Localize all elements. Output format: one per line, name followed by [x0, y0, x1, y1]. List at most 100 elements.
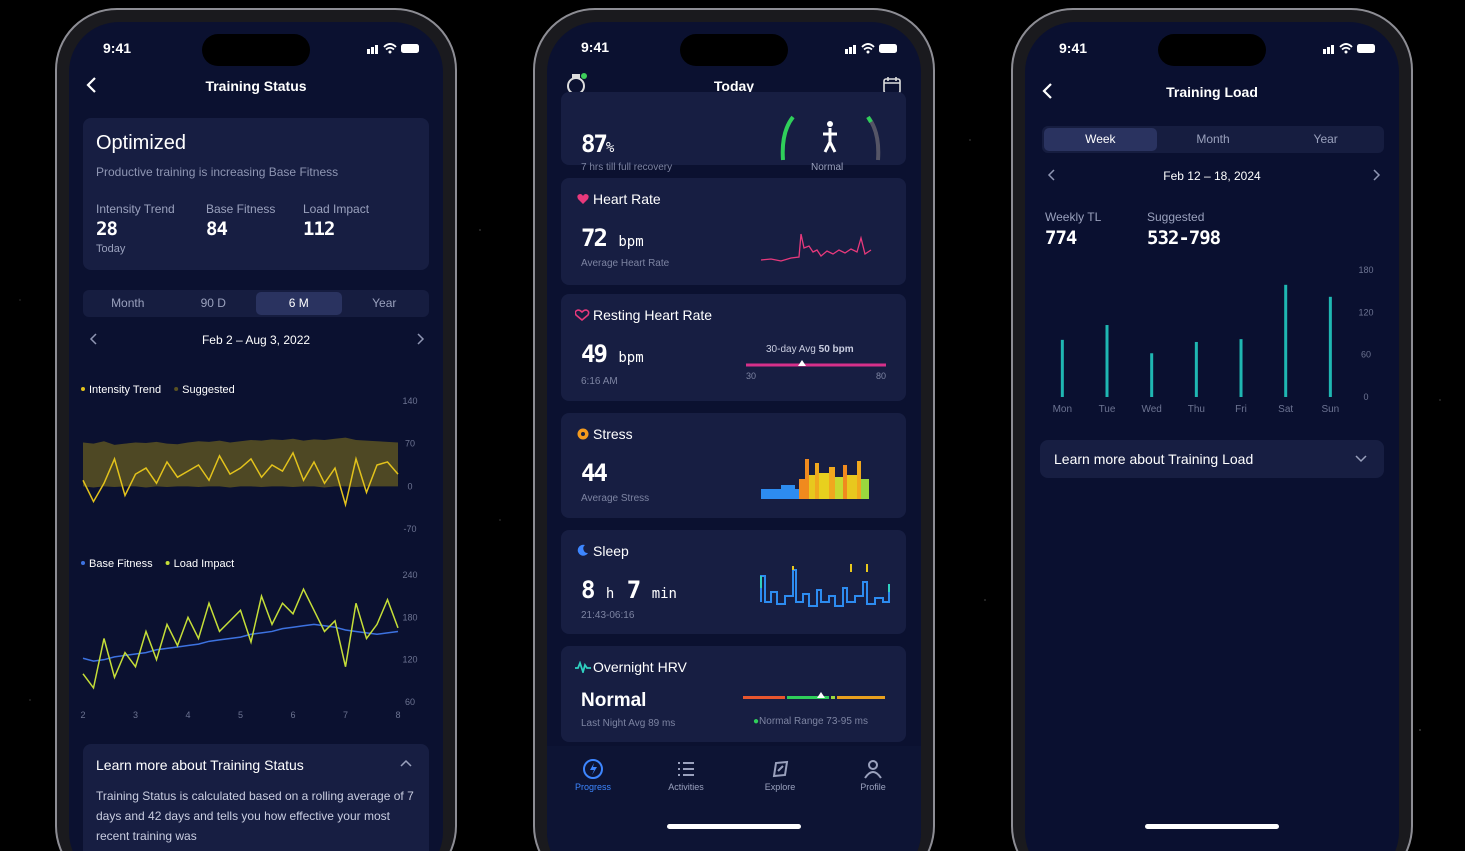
- next-button[interactable]: [415, 333, 425, 345]
- nav-item[interactable]: Progress: [558, 758, 628, 792]
- rhr-avg: 30-day Avg 50 bpm: [766, 344, 854, 355]
- series-line: [82, 451, 399, 508]
- y-tick-label: 140: [402, 396, 417, 406]
- prev-button[interactable]: [89, 333, 99, 345]
- legend-dot: [174, 387, 179, 391]
- heart-rate-card[interactable]: Heart Rate 72 bpm Average Heart Rate: [561, 178, 906, 285]
- stat-label: Load Impact: [303, 202, 370, 216]
- value: 87: [581, 130, 608, 158]
- stat-value: 112: [303, 218, 335, 240]
- avg-unit: bpm: [832, 344, 854, 355]
- y-tick-label: 70: [405, 439, 415, 449]
- y-tick-label: 180: [402, 612, 417, 622]
- tab[interactable]: Month: [111, 296, 145, 310]
- unit: bpm: [618, 234, 644, 250]
- avg-label: 30-day Avg: [766, 344, 816, 355]
- status-time: 9:41: [103, 40, 132, 56]
- band-area: [83, 437, 398, 488]
- stress-card[interactable]: Stress 44 Average Stress: [561, 413, 906, 518]
- x-tick-label: 7: [343, 710, 348, 720]
- expand-icon: [1355, 455, 1367, 463]
- hrv-range: ●Normal Range 73-95 ms: [753, 716, 868, 727]
- tab[interactable]: Week: [1044, 128, 1157, 151]
- recovery-state: Normal: [811, 162, 844, 173]
- y-tick-label: 0: [1363, 392, 1368, 402]
- stress-icon: [577, 428, 589, 440]
- series-line: [82, 623, 399, 662]
- back-button[interactable]: [1041, 82, 1055, 100]
- recovery-note: 7 hrs till full recovery: [581, 162, 673, 173]
- resting-hr-card[interactable]: Resting Heart Rate 49 bpm 6:16 AM 30-day…: [561, 294, 906, 401]
- sleep-value: 8 h 7 min: [581, 576, 677, 604]
- stat-value: 28: [96, 218, 118, 240]
- tab[interactable]: 6 M: [256, 292, 342, 315]
- nav-icon: [678, 762, 694, 776]
- rhr-value: 49 bpm: [581, 340, 644, 368]
- dynamic-island: [202, 34, 310, 66]
- scale-label: 80: [876, 371, 886, 381]
- home-indicator: [667, 824, 801, 829]
- legend-label: Load Impact: [174, 558, 235, 570]
- info-card[interactable]: Learn more about Training Load: [1040, 440, 1384, 478]
- prev-button[interactable]: [1047, 169, 1057, 181]
- info-card[interactable]: Learn more about Training Status Trainin…: [83, 744, 429, 851]
- x-tick-label: Mon: [1053, 404, 1072, 415]
- fitness-chart: 240 180 120 60 2 3 4 5 6 7 8 Base Fitness Load Impac…: [80, 558, 417, 720]
- hr-note: Average Heart Rate: [581, 258, 670, 269]
- avg-value: 50: [818, 344, 830, 355]
- minutes: 7: [626, 576, 642, 604]
- y-tick-label: 120: [1358, 307, 1373, 317]
- bar: [1284, 284, 1288, 397]
- card-title: Resting Heart Rate: [593, 307, 713, 323]
- status-time: 9:41: [581, 39, 610, 55]
- tab[interactable]: Month: [1196, 132, 1230, 146]
- x-tick-label: Sun: [1321, 404, 1339, 415]
- stat-label: Intensity Trend: [96, 202, 175, 216]
- screen: 9:41 Training Status Optimized Productiv…: [69, 22, 443, 851]
- recovery-card[interactable]: 87% 7 hrs till full recovery Normal: [561, 92, 906, 173]
- stat-value: 532-798: [1147, 227, 1221, 249]
- sleep-card[interactable]: Sleep 8 h 7 min 21:43-06:16: [561, 530, 906, 634]
- y-tick-label: 0: [407, 481, 412, 491]
- next-button[interactable]: [1371, 169, 1381, 181]
- recovery-gauge: [780, 115, 881, 161]
- nav-icon: [583, 759, 603, 779]
- x-tick-label: Wed: [1141, 404, 1161, 415]
- home-indicator: [1145, 824, 1279, 829]
- tab[interactable]: 90 D: [200, 296, 226, 310]
- y-tick-label: 180: [1358, 265, 1373, 275]
- screen: 9:41 Today 87% 7 hrs till full recovery …: [547, 22, 921, 851]
- nav-item[interactable]: Explore: [745, 758, 815, 792]
- x-tick-label: Sat: [1278, 404, 1293, 415]
- minutes-unit: min: [651, 586, 677, 602]
- status-time: 9:41: [1059, 40, 1088, 56]
- bar: [1105, 325, 1109, 397]
- tab[interactable]: Year: [1313, 132, 1338, 146]
- unit: bpm: [618, 350, 644, 366]
- status-subtitle: Productive training is increasing Base F…: [96, 165, 339, 179]
- status-icons: [367, 43, 419, 54]
- info-title: Learn more about Training Load: [1054, 451, 1254, 467]
- back-button[interactable]: [85, 76, 99, 94]
- y-tick-label: -70: [403, 524, 416, 534]
- heart-icon: [577, 194, 589, 204]
- hrv-card[interactable]: Overnight HRV Normal Last Night Avg 89 m…: [561, 646, 906, 742]
- hr-value: 72 bpm: [581, 224, 644, 252]
- nav-item[interactable]: Activities: [651, 758, 721, 792]
- screen-title: Today: [713, 78, 755, 94]
- tab[interactable]: Year: [372, 296, 397, 310]
- legend-label: Intensity Trend: [89, 384, 161, 396]
- info-title: Learn more about Training Status: [96, 757, 304, 773]
- sleep-note: 21:43-06:16: [581, 610, 635, 621]
- nav-icon: [772, 760, 789, 778]
- card-title: Stress: [593, 426, 633, 442]
- screen-title: Training Load: [1166, 84, 1258, 100]
- sleep-sparkline: [760, 564, 890, 607]
- stat-label: Weekly TL: [1045, 210, 1102, 224]
- hours: 8: [581, 576, 596, 604]
- stat-value: 84: [206, 218, 228, 240]
- nav-item[interactable]: Profile: [838, 758, 908, 792]
- date-range: Feb 2 – Aug 3, 2022: [201, 333, 311, 347]
- x-tick-label: 5: [238, 710, 243, 720]
